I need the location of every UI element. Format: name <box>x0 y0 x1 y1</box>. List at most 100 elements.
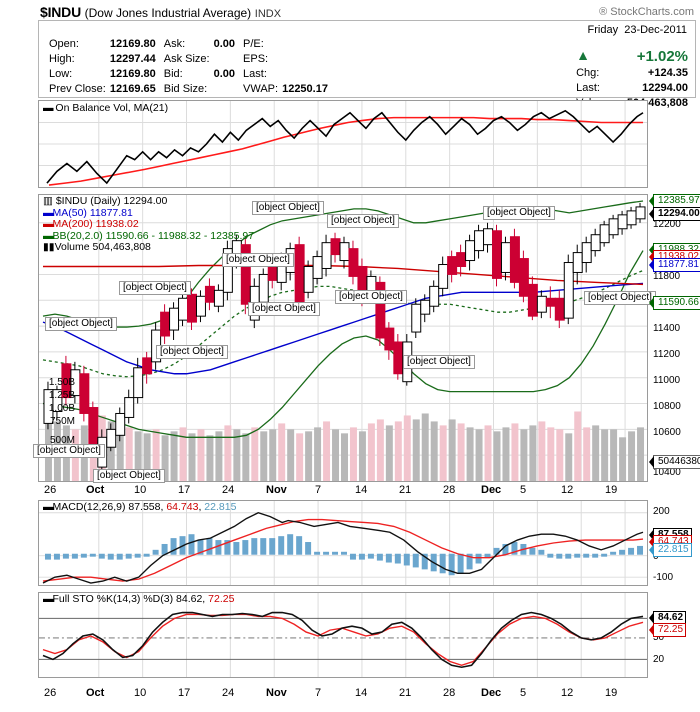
pe-label: P/E: <box>243 38 264 50</box>
x-tick: 17 <box>178 687 191 699</box>
low-label: Low: <box>49 68 73 80</box>
eps-value <box>280 52 334 67</box>
bid-label: Bid: <box>163 68 183 80</box>
high-label: High: <box>49 53 75 65</box>
x-axis-top: 26 Oct 10 17 24 Nov 7 14 21 28 Dec 5 12 … <box>38 484 648 500</box>
x-tick: 24 <box>222 687 235 699</box>
x-tick: 10 <box>134 687 147 699</box>
sto-d-value: 72.25 <box>208 593 235 605</box>
x-tick: Oct <box>86 687 105 699</box>
low-value: 12169.80 <box>109 68 156 80</box>
macd-histogram <box>44 534 644 576</box>
obv-legend-dash: ▬ <box>43 102 53 114</box>
bid-size-label: Bid Size: <box>163 83 208 95</box>
last-close-flag: 12294.00 <box>649 207 700 221</box>
last-price-value: 12294.00 <box>642 82 688 94</box>
open-label: Open: <box>49 38 79 50</box>
price-tick: 10800 <box>653 401 681 412</box>
callout-10597: [object Object] <box>33 444 105 458</box>
obv-plot <box>39 101 647 187</box>
table-row: High: 12297.44 Ask Size: EPS: <box>47 52 334 67</box>
ask-value: 0.00 <box>213 38 236 50</box>
sto-panel[interactable]: ▬Full STO %K(14,3) %D(3) 84.62, 72.25 <box>38 592 648 678</box>
callout-12187: [object Object] <box>327 214 399 228</box>
sto-d-line <box>42 613 644 666</box>
macd-panel[interactable]: ▬MACD(12,26,9) 87.558, 64.743, 22.815 <box>38 500 648 586</box>
price-legend: ▥ $INDU (Daily) 12294.00 ▬MA(50) 11877.8… <box>43 195 255 254</box>
ask-size-value <box>212 52 241 67</box>
x-tick: Nov <box>266 484 287 496</box>
x-tick: 26 <box>44 484 57 496</box>
callout-12284: [object Object] <box>252 201 324 215</box>
callout-11736: [object Object] <box>335 290 407 304</box>
vol-tick: 1.25B <box>48 390 75 401</box>
x-tick: 28 <box>443 687 456 699</box>
sto-k-value: 84.62 <box>176 593 203 605</box>
quote-day: Friday <box>587 24 619 36</box>
ma50-legend: MA(50) 11877.81 <box>52 206 133 219</box>
sto-legend-label: Full STO %K(14,3) %D(3) <box>52 593 177 605</box>
macd-tick: 200 <box>653 506 670 517</box>
sto-k-line <box>42 611 644 669</box>
candlesticks <box>43 202 646 476</box>
last-price-label: Last: <box>576 82 600 94</box>
macd-legend-label: MACD(12,26,9) <box>52 501 129 513</box>
callout-10404: [object Object] <box>93 469 165 483</box>
bb-upper-flag: 12385.97 <box>649 194 700 208</box>
x-tick: Dec <box>481 687 502 699</box>
candle-icon: ▥ <box>43 195 53 207</box>
volume-bars <box>44 411 645 481</box>
x-tick: 14 <box>355 484 368 496</box>
obv-panel[interactable]: ▬ On Balance Vol, MA(21) <box>38 100 648 188</box>
x-tick: 7 <box>315 484 322 496</box>
price-panel[interactable]: ▥ $INDU (Daily) 12294.00 ▬MA(50) 11877.8… <box>33 194 656 483</box>
x-tick: Dec <box>481 484 502 496</box>
macd-signal-value: 64.743 <box>166 501 199 513</box>
x-tick: 17 <box>178 484 191 496</box>
bb-legend: BB(20,2.0) 11590.66 - 11988.32 - 12385.9… <box>52 229 255 242</box>
macd-value: 87.558 <box>128 501 161 513</box>
x-tick: 24 <box>222 484 235 496</box>
vwap-value: 12250.17 <box>282 83 328 95</box>
change-percent: +1.02% <box>636 48 688 65</box>
price-tick: 12200 <box>653 219 681 230</box>
bid-value: 0.00 <box>213 68 236 80</box>
x-tick: 7 <box>315 687 322 699</box>
x-tick: Oct <box>86 484 105 496</box>
sto-tick: 50 <box>653 632 665 643</box>
callout-11296: [object Object] <box>156 345 228 359</box>
callout-11625: [object Object] <box>119 281 191 295</box>
open-value: 12169.80 <box>109 38 156 50</box>
sto-plot <box>39 593 647 677</box>
macd-hist-flag: 22.815 <box>649 543 692 557</box>
volume-flag: 50446380 <box>649 455 700 469</box>
vol-tick: 1.00B <box>48 403 75 414</box>
vwap-label: VWAP: <box>243 83 279 95</box>
vol-tick: 500M <box>49 435 75 446</box>
sto-legend: ▬Full STO %K(14,3) %D(3) 84.62, 72.25 <box>43 593 235 605</box>
quote-stats-table: Open: 12169.80 Ask: 0.00 P/E: High: 1229… <box>47 37 334 97</box>
callout-11369: [object Object] <box>45 317 117 331</box>
obv-legend-label: On Balance Vol, MA(21) <box>55 102 169 114</box>
bb-lower-line <box>42 250 644 438</box>
macd-legend-dash: ▬ <box>43 501 53 513</box>
last-label: Last: <box>243 68 267 80</box>
ma200-line <box>42 264 644 286</box>
chg-label: Chg: <box>576 67 600 79</box>
table-row: Low: 12169.80 Bid: 0.00 Last: <box>47 67 334 82</box>
price-plot <box>39 195 647 481</box>
x-tick: 26 <box>44 687 57 699</box>
macd-line <box>42 511 644 584</box>
table-row: ▲ +1.02% <box>575 47 689 66</box>
x-tick: 12 <box>561 484 574 496</box>
quote-box: Friday 23-Dec-2011 Open: 12169.80 Ask: 0… <box>38 20 696 109</box>
chart-title: $INDU (Dow Jones Industrial Average) IND… <box>40 4 281 20</box>
vol-tick: 1.50B <box>48 377 75 388</box>
prev-close-label: Prev Close: <box>49 83 106 95</box>
x-tick: 19 <box>605 484 618 496</box>
ma50-flag: 11877.81 <box>649 258 700 272</box>
up-arrow-icon: ▲ <box>576 47 590 63</box>
ticker-name: (Dow Jones Industrial Average) <box>84 6 252 20</box>
x-tick: 12 <box>561 687 574 699</box>
obv-ma-line <box>48 116 644 186</box>
